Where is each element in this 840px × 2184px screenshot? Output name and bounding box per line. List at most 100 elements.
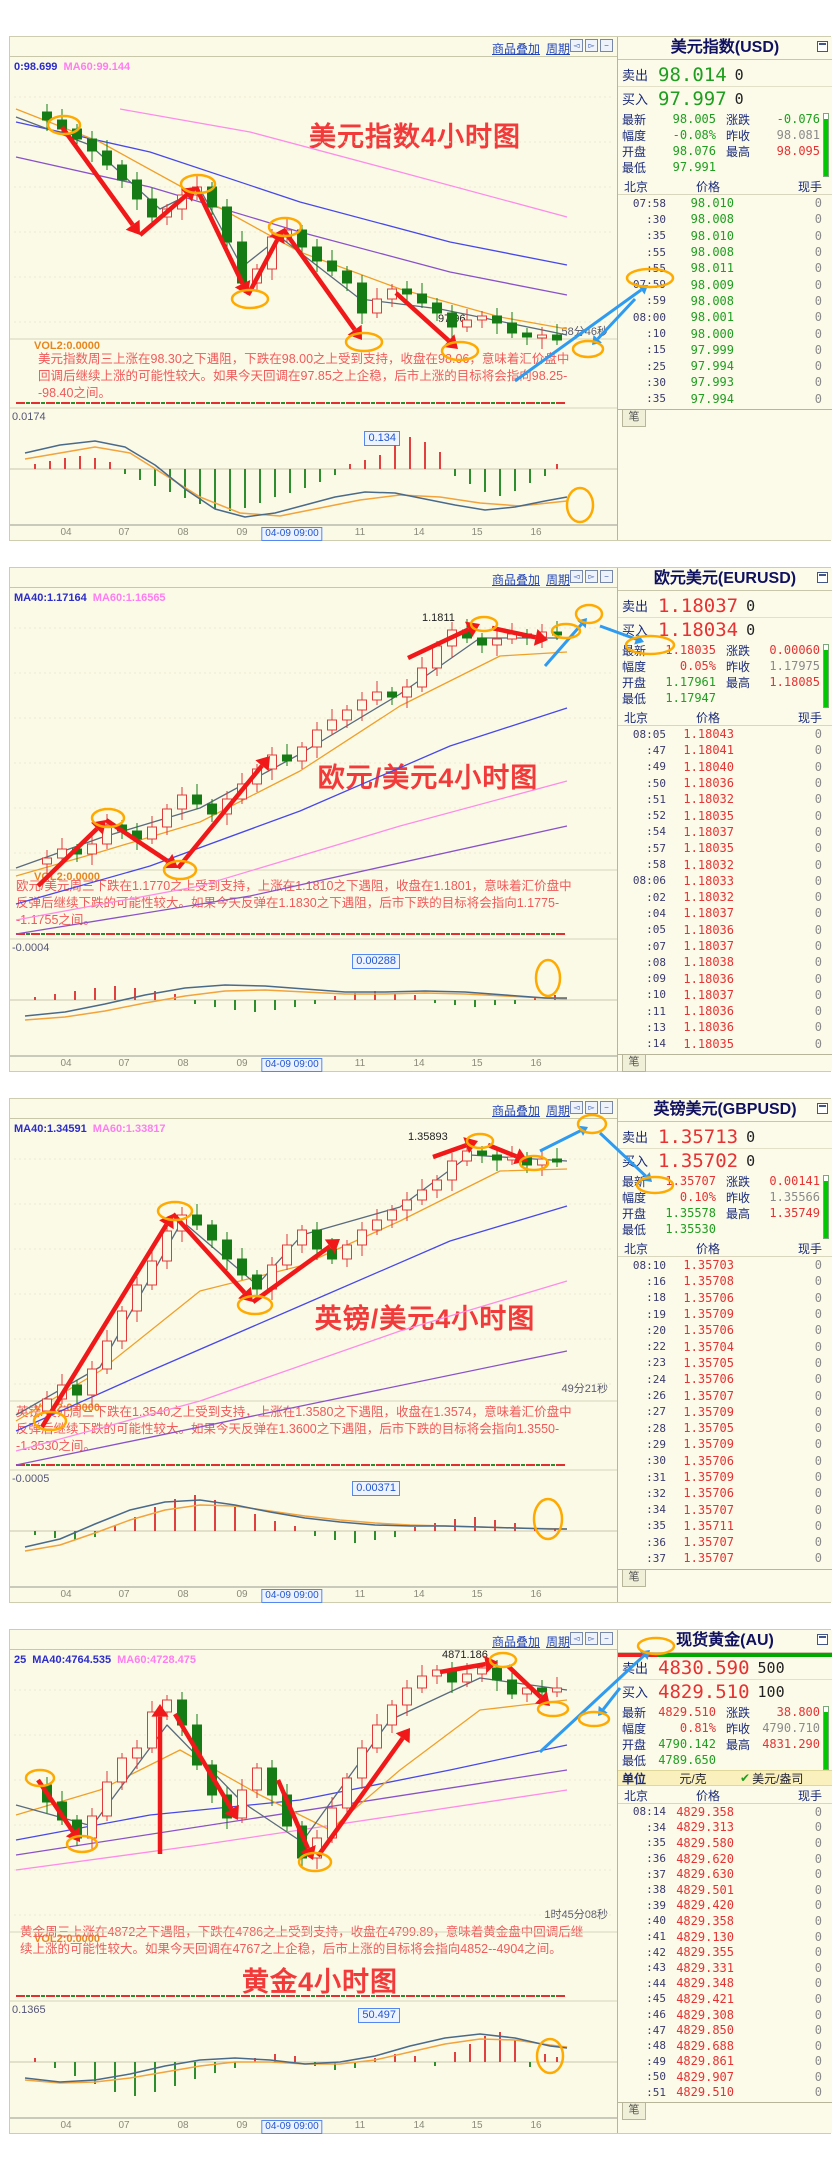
tick-row[interactable]: :47 1.18041 0: [618, 742, 832, 758]
tick-row[interactable]: :31 1.35709 0: [618, 1469, 832, 1485]
buy-row[interactable]: 买入 4829.510 100: [618, 1679, 832, 1703]
tick-row[interactable]: 08:10 1.35703 0: [618, 1257, 832, 1273]
tick-row[interactable]: :59 98.008 0: [618, 293, 832, 309]
sell-row[interactable]: 卖出 1.35713 0: [618, 1125, 832, 1148]
tick-row[interactable]: :28 1.35705 0: [618, 1420, 832, 1436]
sell-row[interactable]: 卖出 98.014 0: [618, 63, 832, 86]
tick-row[interactable]: :10 98.000 0: [618, 325, 832, 341]
window-button[interactable]: −: [600, 1101, 613, 1114]
tick-row[interactable]: :37 1.35707 0: [618, 1550, 832, 1566]
tick-row[interactable]: :45 4829.421 0: [618, 1991, 832, 2007]
tick-row[interactable]: :29 1.35709 0: [618, 1436, 832, 1452]
tick-row[interactable]: :07 1.18037 0: [618, 938, 832, 954]
period-link[interactable]: 周期: [546, 1104, 571, 1118]
tick-row[interactable]: :44 4829.348 0: [618, 1976, 832, 1992]
tick-row[interactable]: :52 1.18035 0: [618, 807, 832, 823]
chart-area[interactable]: 商品叠加 周期 ◅ ▻ − MA40:1.34591 MA60:1.33817 英镑/…: [10, 1099, 617, 1603]
maximize-icon[interactable]: [817, 572, 828, 583]
tick-row[interactable]: :57 1.18035 0: [618, 840, 832, 856]
window-button[interactable]: ▻: [585, 1632, 598, 1645]
tick-row[interactable]: 08:00 98.001 0: [618, 309, 832, 325]
tick-row[interactable]: :19 1.35709 0: [618, 1306, 832, 1322]
window-button[interactable]: ▻: [585, 1101, 598, 1114]
tick-row[interactable]: 07:58 98.010 0: [618, 195, 832, 211]
tick-row[interactable]: :54 1.18037 0: [618, 824, 832, 840]
sell-row[interactable]: 卖出 1.18037 0: [618, 594, 832, 617]
overlay-link[interactable]: 商品叠加: [492, 573, 541, 587]
tick-tab[interactable]: 笔: [622, 1055, 646, 1072]
tick-row[interactable]: 07:59 98.009 0: [618, 276, 832, 292]
tick-row[interactable]: :35 97.994 0: [618, 391, 832, 407]
chart-area[interactable]: 商品叠加 周期 ◅ ▻ − 0:98.699 MA60:99.144 美元指数4小时图…: [10, 37, 617, 541]
window-button[interactable]: ◅: [570, 570, 583, 583]
tick-row[interactable]: :35 1.35711 0: [618, 1518, 832, 1534]
tick-row[interactable]: :48 4829.688 0: [618, 2038, 832, 2054]
window-button[interactable]: ▻: [585, 39, 598, 52]
tick-row[interactable]: :43 4829.331 0: [618, 1960, 832, 1976]
tick-row[interactable]: :38 4829.501 0: [618, 1882, 832, 1898]
tick-row[interactable]: :10 1.18037 0: [618, 987, 832, 1003]
maximize-icon[interactable]: [817, 1634, 828, 1645]
tick-row[interactable]: :04 1.18037 0: [618, 905, 832, 921]
unit-switch-row[interactable]: 单位 元/克 ✔ 美元/盎司: [618, 1770, 832, 1786]
period-link[interactable]: 周期: [546, 42, 571, 56]
tick-row[interactable]: :30 1.35706 0: [618, 1453, 832, 1469]
tick-row[interactable]: :32 1.35706 0: [618, 1485, 832, 1501]
tick-row[interactable]: :23 1.35705 0: [618, 1355, 832, 1371]
tick-row[interactable]: 08:05 1.18043 0: [618, 726, 832, 742]
tick-row[interactable]: :34 4829.313 0: [618, 1820, 832, 1836]
tick-row[interactable]: :42 4829.355 0: [618, 1944, 832, 1960]
tick-row[interactable]: :15 97.999 0: [618, 342, 832, 358]
tick-row[interactable]: :46 4829.308 0: [618, 2007, 832, 2023]
tick-row[interactable]: :05 1.18036 0: [618, 922, 832, 938]
tick-row[interactable]: :37 4829.630 0: [618, 1866, 832, 1882]
tick-tab[interactable]: 笔: [622, 409, 646, 427]
tick-row[interactable]: :40 4829.358 0: [618, 1913, 832, 1929]
tick-row[interactable]: :11 1.18036 0: [618, 1003, 832, 1019]
tick-row[interactable]: :08 1.18038 0: [618, 954, 832, 970]
tick-row[interactable]: :30 98.008 0: [618, 211, 832, 227]
window-button[interactable]: ◅: [570, 39, 583, 52]
period-link[interactable]: 周期: [546, 573, 571, 587]
tick-row[interactable]: :13 1.18036 0: [618, 1019, 832, 1035]
tick-row[interactable]: 08:06 1.18033 0: [618, 873, 832, 889]
tick-row[interactable]: 08:14 4829.358 0: [618, 1804, 832, 1820]
tick-row[interactable]: :14 1.18035 0: [618, 1036, 832, 1052]
tick-row[interactable]: :51 1.18032 0: [618, 791, 832, 807]
tick-row[interactable]: :49 4829.861 0: [618, 2054, 832, 2070]
sell-row[interactable]: 卖出 4830.590 500: [618, 1656, 832, 1679]
tick-row[interactable]: :50 4829.907 0: [618, 2069, 832, 2085]
tick-row[interactable]: :22 1.35704 0: [618, 1338, 832, 1354]
tick-row[interactable]: :18 1.35706 0: [618, 1290, 832, 1306]
overlay-link[interactable]: 商品叠加: [492, 42, 541, 56]
overlay-link[interactable]: 商品叠加: [492, 1635, 541, 1649]
unit-option-usd-ounce[interactable]: 美元/盎司: [752, 1771, 804, 1786]
maximize-icon[interactable]: [817, 1103, 828, 1114]
tick-row[interactable]: :26 1.35707 0: [618, 1387, 832, 1403]
window-button[interactable]: −: [600, 570, 613, 583]
tick-row[interactable]: :30 97.993 0: [618, 374, 832, 390]
tick-row[interactable]: :55 98.011 0: [618, 260, 832, 276]
window-button[interactable]: ◅: [570, 1101, 583, 1114]
tick-tab[interactable]: 笔: [622, 2103, 646, 2121]
overlay-link[interactable]: 商品叠加: [492, 1104, 541, 1118]
tick-row[interactable]: :55 98.008 0: [618, 244, 832, 260]
tick-row[interactable]: :36 1.35707 0: [618, 1534, 832, 1550]
tick-row[interactable]: :09 1.18036 0: [618, 970, 832, 986]
tick-row[interactable]: :58 1.18032 0: [618, 856, 832, 872]
unit-option-yuan-gram[interactable]: 元/克: [679, 1771, 707, 1786]
tick-row[interactable]: :50 1.18036 0: [618, 775, 832, 791]
tick-row[interactable]: :16 1.35708 0: [618, 1273, 832, 1289]
tick-row[interactable]: :51 4829.510 0: [618, 2085, 832, 2101]
tick-row[interactable]: :36 4829.620 0: [618, 1851, 832, 1867]
tick-row[interactable]: :39 4829.420 0: [618, 1898, 832, 1914]
tick-row[interactable]: :49 1.18040 0: [618, 759, 832, 775]
window-button[interactable]: ◅: [570, 1632, 583, 1645]
period-link[interactable]: 周期: [546, 1635, 571, 1649]
maximize-icon[interactable]: [817, 41, 828, 52]
tick-row[interactable]: :20 1.35706 0: [618, 1322, 832, 1338]
tick-row[interactable]: :25 97.994 0: [618, 358, 832, 374]
tick-row[interactable]: :34 1.35707 0: [618, 1501, 832, 1517]
tick-tab[interactable]: 笔: [622, 1569, 646, 1587]
tick-row[interactable]: :35 98.010 0: [618, 228, 832, 244]
